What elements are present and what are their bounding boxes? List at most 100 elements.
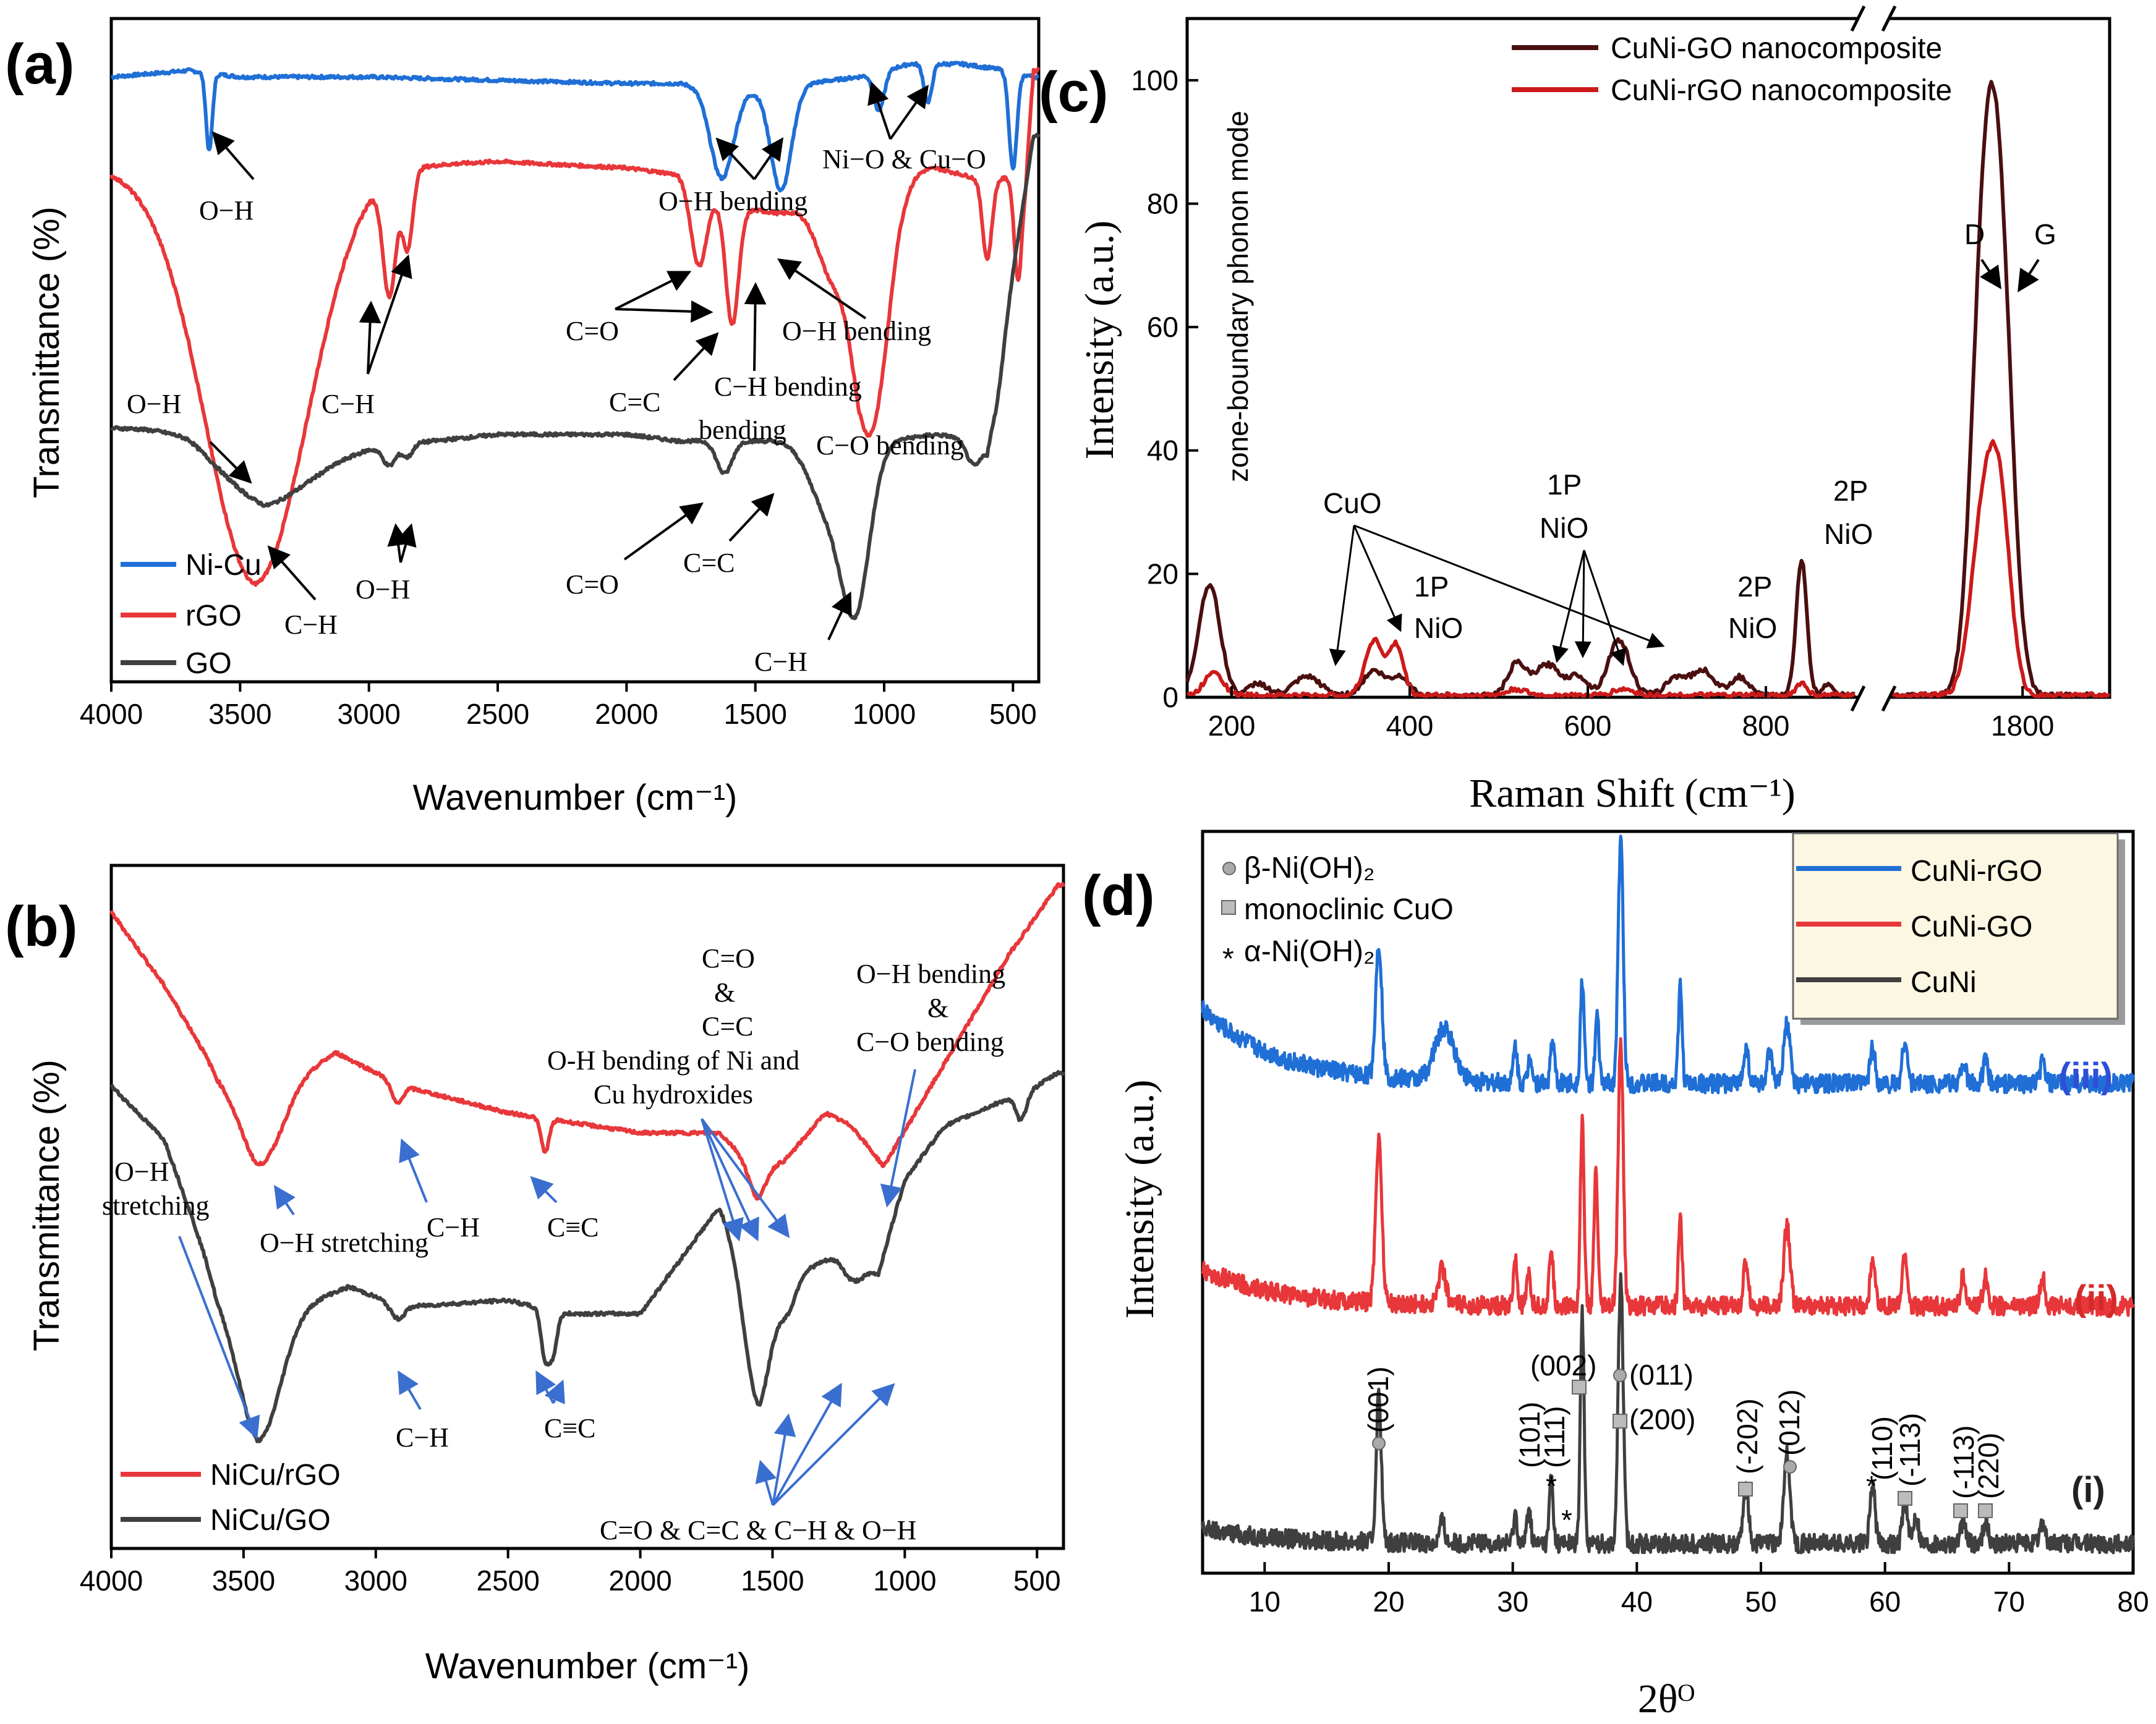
legend-label-nicu-go: NiCu/GO — [210, 1504, 331, 1537]
annotation: 2P — [1737, 571, 1772, 603]
x-tick-label: 2500 — [466, 698, 529, 730]
panel-a-x-ticks: 4000 3500 3000 2500 2000 1500 1000 500 — [80, 682, 1037, 730]
beta-marker-icon — [1372, 1437, 1386, 1450]
panel-d-x-ticks: 10 20 30 40 50 60 70 80 — [1249, 1562, 2149, 1618]
x-tick-label: 3000 — [337, 698, 400, 730]
annotation: C−O bending — [816, 430, 964, 461]
annotation: C−H — [322, 389, 375, 419]
annotation: 1P — [1414, 571, 1449, 603]
y-tick-label: 80 — [1147, 187, 1178, 219]
series-line-cuni-go-nanocomposite — [1890, 80, 2111, 698]
annotation-arrow — [728, 493, 775, 542]
annotation-arrow — [772, 1382, 842, 1506]
annotation: & — [714, 977, 735, 1008]
annotation-arrow — [880, 1069, 916, 1208]
annotation-arrow — [274, 1185, 296, 1216]
x-tick-label: 3500 — [212, 1565, 275, 1597]
annotation: 2P — [1833, 475, 1868, 507]
annotation: O−H bending — [856, 959, 1005, 989]
axis-break-mark — [1881, 5, 1897, 32]
marker-legend-alpha: α-Ni(OH)₂ — [1244, 935, 1375, 968]
annotation: C=O — [566, 316, 619, 346]
annotation: stretching — [102, 1191, 210, 1221]
annotation: O−H — [114, 1157, 169, 1187]
annotation-arrow — [1552, 550, 1585, 663]
annotation-arrow — [359, 300, 381, 375]
annotation: NiO — [1414, 612, 1463, 644]
annotation: O-H bending of Ni and — [547, 1045, 799, 1076]
panel-d-series — [1201, 834, 2135, 1555]
peak-label: (-113) — [1894, 1413, 1926, 1487]
annotation: O−H bending — [782, 316, 931, 346]
annotation: O−H bending — [658, 186, 807, 216]
x-tick-label: 10 — [1249, 1586, 1280, 1618]
panel-b-series — [109, 881, 1065, 1443]
panel-b-plot-frame — [109, 864, 1065, 1550]
annotation: 1P — [1547, 469, 1582, 501]
series-label-iii: (iii) — [2059, 1056, 2113, 1096]
legend-label-ni-cu: Ni-Cu — [185, 549, 262, 582]
annotation: C≡C — [547, 1212, 599, 1242]
panel-d-label: (d) — [1082, 864, 1154, 927]
annotation-arrow — [615, 271, 692, 310]
annotation-arrow — [827, 591, 852, 640]
x-tick-label: 200 — [1208, 710, 1256, 742]
panel-a-y-axis-label: Transmittance (%) — [27, 206, 67, 498]
panel-a-annotations: O−H O−H bending Ni−O & Cu−O C−H C=O C=C … — [127, 81, 986, 677]
x-tick-label: 2000 — [608, 1565, 671, 1597]
annotation: NiO — [1824, 518, 1873, 550]
annotation: O−H — [356, 574, 410, 605]
x-tick-label: 500 — [989, 698, 1037, 730]
annotation-arrow — [867, 81, 892, 140]
alpha-marker-icon: * — [1561, 1504, 1572, 1536]
annotation-arrow — [530, 1176, 558, 1204]
legend-label-nicu-rgo: NiCu/rGO — [210, 1459, 341, 1492]
annotation: Cu hydroxides — [594, 1079, 753, 1110]
annotation: C−O bending — [856, 1027, 1004, 1057]
y-tick-label: 40 — [1147, 435, 1178, 467]
peak-label: (012) — [1773, 1390, 1805, 1456]
series-line-rgo — [109, 67, 1040, 587]
series-label-ii: (ii) — [2074, 1278, 2118, 1318]
x-tick-label: 20 — [1373, 1586, 1404, 1618]
x-tick-label: 60 — [1869, 1586, 1901, 1618]
annotation-arrow — [623, 502, 704, 561]
peak-label: (111) — [1538, 1406, 1570, 1468]
x-tick-label: 40 — [1621, 1586, 1653, 1618]
annotation-arrow — [701, 1118, 759, 1242]
annotation: D — [1964, 218, 1985, 250]
cuo-marker-icon — [1978, 1503, 1993, 1518]
annotation-arrow — [544, 1379, 565, 1404]
alpha-nioh2-marker-icon: * — [1222, 943, 1234, 975]
x-tick-label: 1800 — [1991, 710, 2054, 742]
annotation: C−H — [427, 1212, 480, 1242]
panel-d-marker-legend: β-Ni(OH)₂ monoclinic CuO * α-Ni(OH)₂ — [1221, 852, 1454, 975]
annotation-arrow — [178, 1236, 260, 1440]
panel-b-label: (b) — [5, 895, 77, 958]
annotation-arrow — [1583, 550, 1626, 666]
x-tick-label: 80 — [2117, 1586, 2149, 1618]
series-line-cuni-go-nanocomposite — [1185, 559, 1856, 698]
annotation-arrow — [267, 545, 317, 601]
x-tick-label: 4000 — [80, 698, 143, 730]
annotation-arrow — [1353, 525, 1402, 632]
peak-label: (101) — [1514, 1402, 1546, 1468]
annotation: CuO — [1323, 487, 1382, 519]
annotation: C=C — [683, 548, 735, 578]
x-tick-label: 500 — [1013, 1565, 1061, 1597]
annotation: NiO — [1728, 612, 1777, 644]
annotation: C−H bending — [714, 372, 862, 402]
series-line-cuni-rgo-nanocomposite — [1891, 439, 2111, 698]
annotation: C=O — [702, 943, 755, 974]
panel-c-y-axis-label: Intensity (a.u.) — [1077, 221, 1122, 460]
x-tick-label: 1000 — [873, 1565, 936, 1597]
marker-legend-cuo: monoclinic CuO — [1244, 893, 1454, 926]
axis-break-mark — [1850, 5, 1866, 32]
y-tick-label: 100 — [1131, 64, 1178, 96]
annotation-arrow — [744, 282, 767, 372]
series-line-cuni — [1201, 1272, 2135, 1555]
annotation-arrow — [399, 1138, 428, 1203]
panel-d-x-axis-label: 2θᴼ — [1638, 1676, 1695, 1722]
peak-label: (-202) — [1731, 1398, 1763, 1474]
cuo-marker-icon — [1738, 1482, 1753, 1497]
